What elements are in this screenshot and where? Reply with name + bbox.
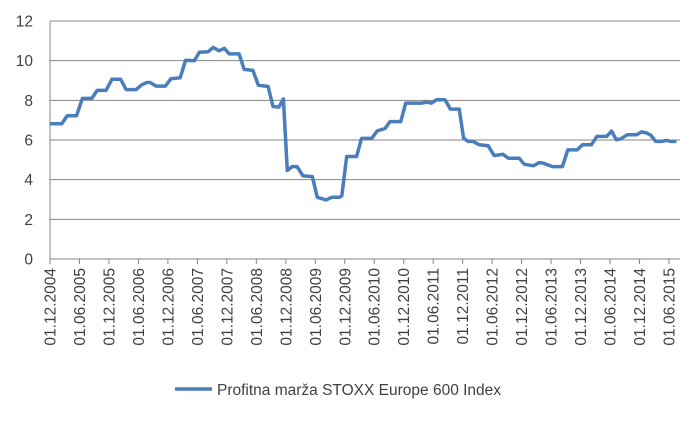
y-axis-labels: 0 2 4 6 8 10 12 (16, 14, 34, 269)
x-tick-label: 01.12.2006 (160, 268, 177, 346)
y-tick-label: 2 (24, 212, 33, 229)
x-tick-label: 01.12.2013 (573, 268, 590, 346)
gridlines (50, 20, 680, 220)
x-tick-label: 01.12.2014 (632, 268, 649, 346)
x-tick-label: 01.06.2010 (367, 268, 384, 346)
y-tick-label: 6 (24, 133, 33, 150)
x-tick-label: 01.06.2009 (308, 268, 325, 346)
x-tick-label: 01.06.2007 (190, 268, 207, 346)
x-tick-label: 01.06.2014 (603, 268, 620, 346)
x-tick-label: 01.12.2010 (396, 268, 413, 346)
x-tick-label: 01.06.2012 (485, 268, 502, 346)
y-tick-label: 10 (16, 53, 34, 70)
x-tick-label: 01.12.2005 (101, 268, 118, 346)
x-tick-label: 01.12.2009 (337, 268, 354, 346)
x-tick-label: 01.12.2012 (514, 268, 531, 346)
x-tick-label: 01.06.2006 (131, 268, 148, 346)
x-tick-label: 01.06.2005 (72, 268, 89, 346)
legend-label: Profitna marža STOXX Europe 600 Index (217, 382, 501, 399)
x-axis-labels: 01.12.2004 01.06.2005 01.12.2005 01.06.2006… (43, 259, 679, 346)
x-tick-label: 01.12.2004 (43, 268, 60, 346)
x-tick-label: 01.06.2013 (544, 268, 561, 346)
x-tick-label: 01.06.2008 (249, 268, 266, 346)
x-tick-label: 01.12.2008 (278, 268, 295, 346)
y-tick-label: 4 (24, 172, 33, 189)
x-tick-label: 01.06.2011 (426, 268, 443, 344)
series-line (50, 45, 677, 202)
y-tick-label: 12 (16, 14, 33, 31)
x-tick-label: 01.06.2015 (662, 268, 679, 346)
y-tick-label: 8 (24, 93, 33, 110)
legend: Profitna marža STOXX Europe 600 Index (175, 382, 501, 399)
x-tick-label: 01.12.2007 (219, 268, 236, 346)
x-tick-label: 01.12.2011 (455, 268, 472, 344)
y-tick-label: 0 (24, 252, 33, 269)
